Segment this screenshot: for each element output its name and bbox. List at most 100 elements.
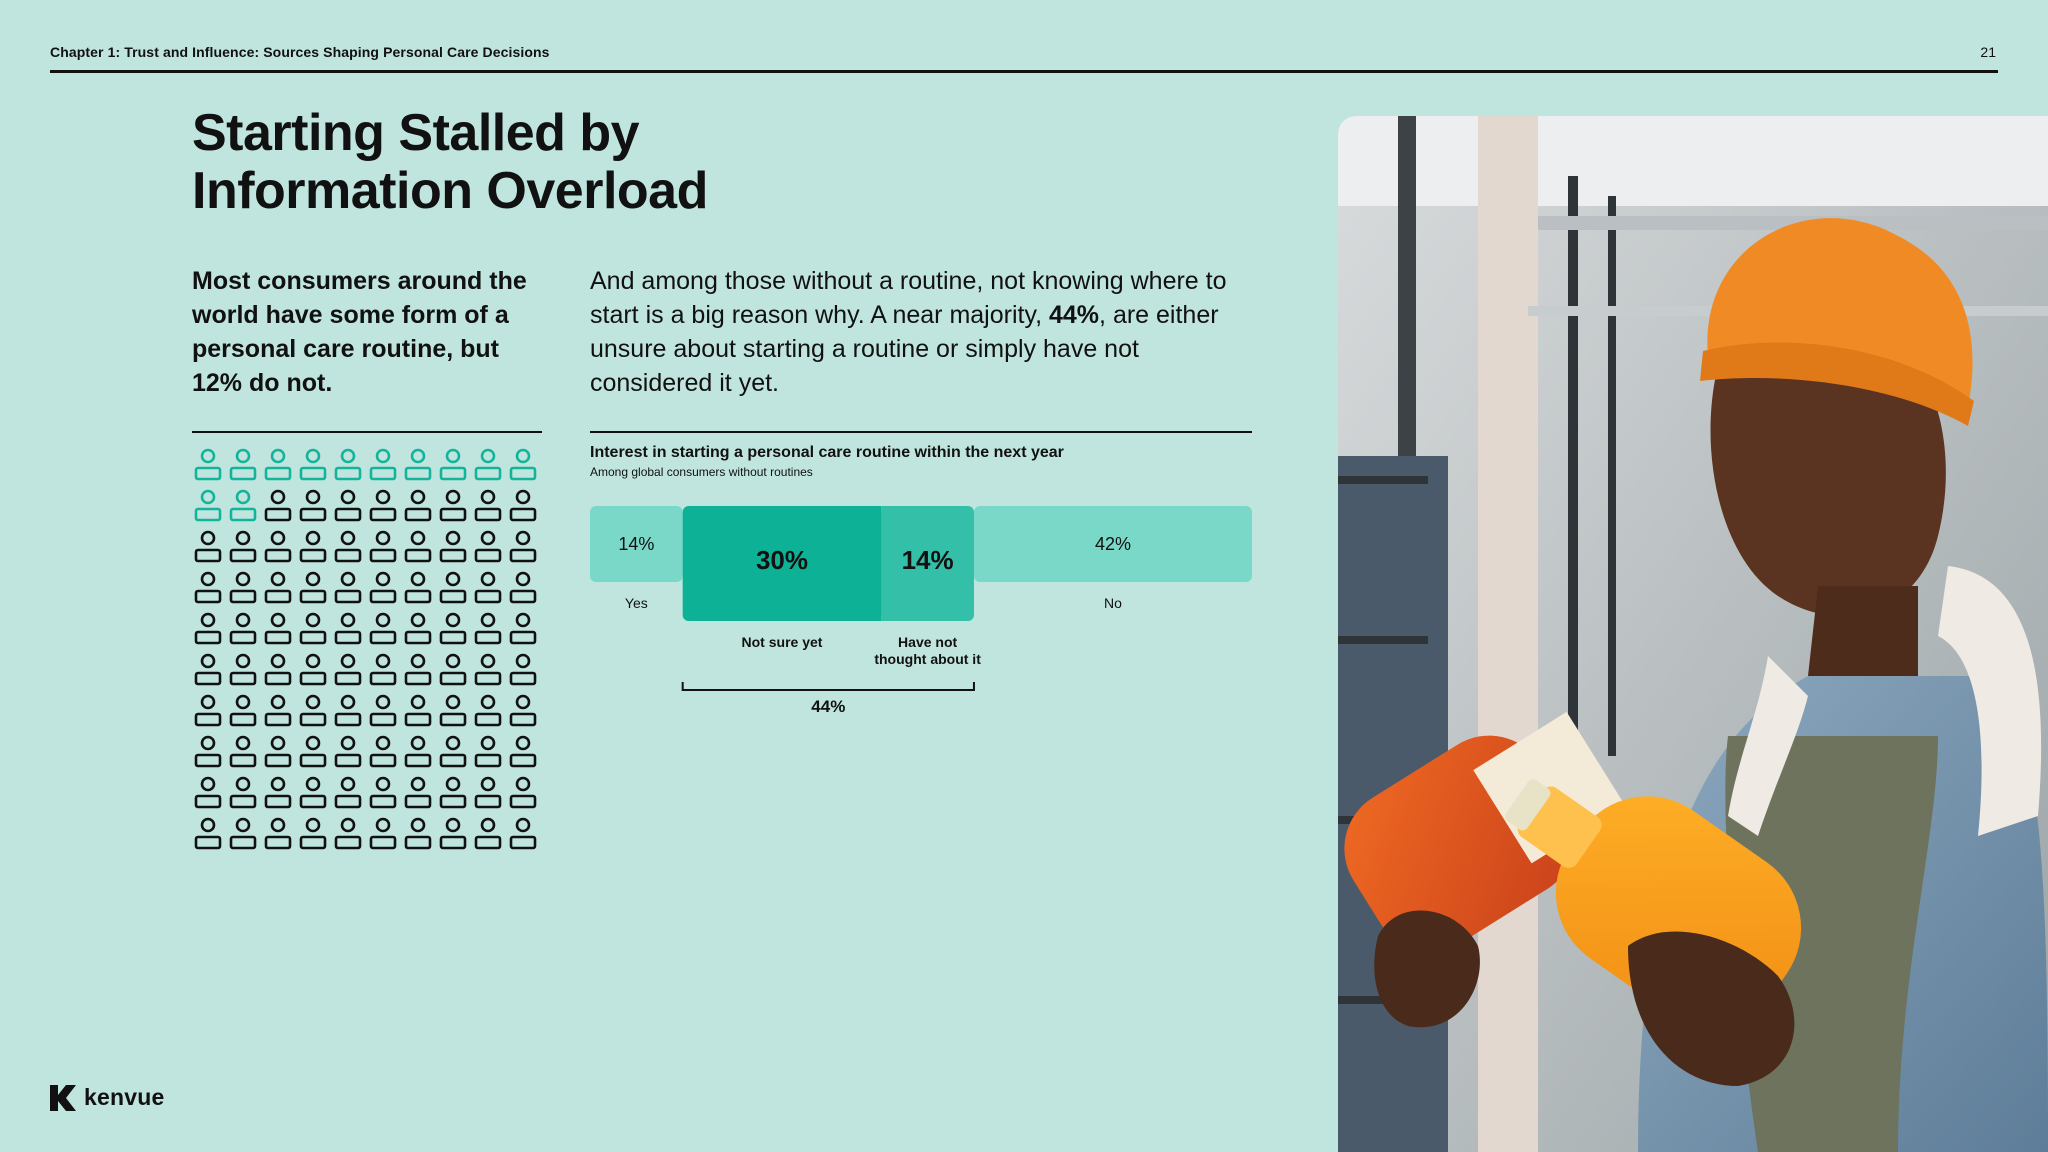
person-icon bbox=[194, 653, 222, 686]
kenvue-logo: kenvue bbox=[50, 1084, 164, 1111]
page-title: Starting Stalled by Information Overload bbox=[192, 104, 912, 220]
person-icon bbox=[334, 776, 362, 809]
person-icon bbox=[509, 530, 537, 563]
body-text-end: , are either unsure about starting a rou… bbox=[590, 301, 1219, 397]
person-icon bbox=[194, 448, 222, 481]
person-icon bbox=[299, 817, 327, 850]
person-icon bbox=[334, 612, 362, 645]
person-icon bbox=[404, 776, 432, 809]
chart-subtitle: Among global consumers without routines bbox=[590, 465, 813, 479]
person-icon bbox=[439, 448, 467, 481]
person-icon bbox=[439, 776, 467, 809]
person-icon bbox=[334, 489, 362, 522]
person-icon bbox=[404, 817, 432, 850]
person-icon bbox=[299, 448, 327, 481]
person-icon bbox=[264, 776, 292, 809]
person-icon bbox=[509, 489, 537, 522]
value-label: 30% bbox=[756, 545, 808, 575]
bracket bbox=[681, 682, 975, 691]
category-label: Have not bbox=[898, 634, 957, 650]
person-icon bbox=[334, 530, 362, 563]
lead-paragraph: Most consumers around the world have som… bbox=[192, 267, 527, 397]
person-icon bbox=[299, 489, 327, 522]
person-icon bbox=[404, 489, 432, 522]
person-icon bbox=[439, 530, 467, 563]
person-icon bbox=[474, 530, 502, 563]
category-label: No bbox=[1104, 595, 1122, 611]
person-icon bbox=[229, 653, 257, 686]
bracket-label: 44% bbox=[811, 697, 845, 716]
chapter-header: Chapter 1: Trust and Influence: Sources … bbox=[50, 44, 550, 60]
pictogram-divider bbox=[192, 431, 542, 433]
person-icon bbox=[299, 612, 327, 645]
person-icon bbox=[509, 653, 537, 686]
person-icon bbox=[229, 735, 257, 768]
person-icon bbox=[474, 489, 502, 522]
chart-divider bbox=[590, 431, 1252, 433]
person-icon bbox=[369, 571, 397, 604]
person-icon bbox=[299, 735, 327, 768]
person-icon bbox=[194, 817, 222, 850]
person-icon bbox=[474, 571, 502, 604]
stacked-bar-chart: 14% 30% 14% 42% Yes Not sure yet Have notthoug… bbox=[590, 506, 1252, 716]
header-divider bbox=[50, 70, 1998, 73]
person-icon bbox=[264, 571, 292, 604]
person-icon bbox=[404, 571, 432, 604]
person-icon bbox=[474, 653, 502, 686]
person-icon bbox=[229, 448, 257, 481]
person-icon bbox=[404, 653, 432, 686]
person-icon bbox=[509, 448, 537, 481]
person-icon bbox=[404, 612, 432, 645]
person-icon bbox=[229, 612, 257, 645]
bar-segment-highlight bbox=[682, 506, 882, 621]
value-label: 14% bbox=[618, 534, 654, 554]
person-icon bbox=[509, 571, 537, 604]
person-icon bbox=[509, 817, 537, 850]
person-icon bbox=[369, 694, 397, 727]
person-icon bbox=[334, 694, 362, 727]
person-icon bbox=[474, 612, 502, 645]
person-icon bbox=[439, 694, 467, 727]
person-icon bbox=[404, 694, 432, 727]
person-icon bbox=[229, 694, 257, 727]
person-icon bbox=[194, 694, 222, 727]
person-icon bbox=[404, 530, 432, 563]
person-icon bbox=[369, 776, 397, 809]
person-icon bbox=[299, 776, 327, 809]
person-icon bbox=[299, 530, 327, 563]
person-icon bbox=[369, 817, 397, 850]
person-icon bbox=[194, 489, 222, 522]
person-icon bbox=[334, 571, 362, 604]
kenvue-mark-icon bbox=[50, 1084, 76, 1111]
person-icon bbox=[229, 530, 257, 563]
title-line-2: Information Overload bbox=[192, 162, 708, 220]
person-icon bbox=[439, 571, 467, 604]
person-icon bbox=[439, 817, 467, 850]
person-icon bbox=[439, 612, 467, 645]
value-label: 14% bbox=[902, 545, 954, 575]
person-icon bbox=[229, 776, 257, 809]
chart-title: Interest in starting a personal care rou… bbox=[590, 444, 1064, 461]
shopper-photo bbox=[1338, 116, 2048, 1152]
person-icon bbox=[229, 489, 257, 522]
person-icon bbox=[194, 571, 222, 604]
person-icon bbox=[369, 612, 397, 645]
person-icon bbox=[474, 776, 502, 809]
person-icon bbox=[194, 612, 222, 645]
person-icon bbox=[334, 653, 362, 686]
person-icon bbox=[299, 694, 327, 727]
person-icon bbox=[474, 735, 502, 768]
person-icon bbox=[264, 653, 292, 686]
person-icon bbox=[229, 817, 257, 850]
body-highlight: 44% bbox=[1049, 301, 1100, 329]
person-icon bbox=[474, 817, 502, 850]
person-icon bbox=[509, 735, 537, 768]
person-icon bbox=[334, 735, 362, 768]
person-icon bbox=[369, 530, 397, 563]
person-icon bbox=[264, 817, 292, 850]
person-icon bbox=[194, 776, 222, 809]
person-icon bbox=[369, 653, 397, 686]
person-icon bbox=[194, 530, 222, 563]
person-icon bbox=[439, 489, 467, 522]
page-number: 21 bbox=[1980, 44, 1996, 60]
